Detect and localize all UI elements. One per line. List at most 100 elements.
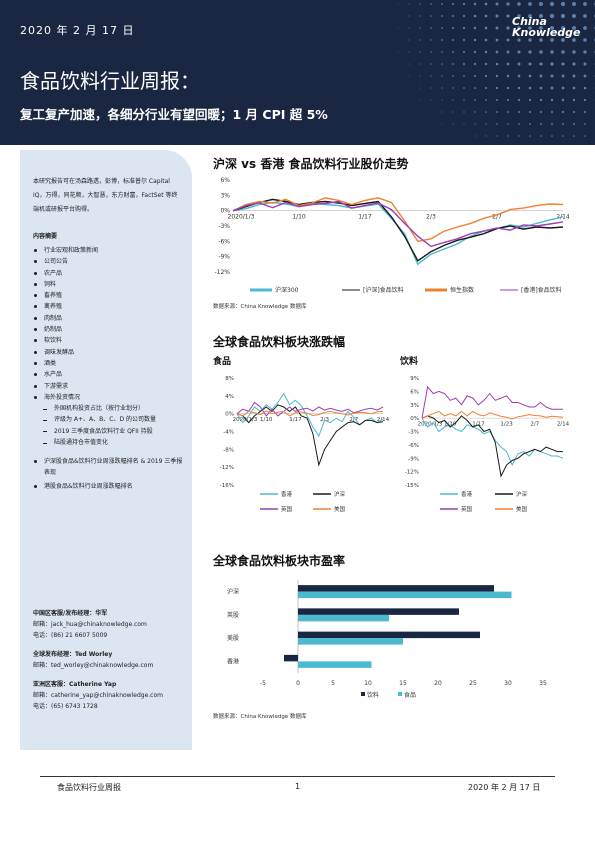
y-tick-label: 0% [220, 208, 230, 215]
decor-dot [550, 110, 554, 114]
decor-dot [583, 62, 587, 66]
decor-dot [430, 15, 432, 17]
decor-dot [561, 98, 565, 102]
decor-dot [441, 75, 443, 77]
decor-dot [539, 50, 543, 54]
contact-line[interactable]: 邮箱：jack_hua@chinaknowledge.com [33, 621, 147, 628]
y-tick-label: 6% [410, 389, 419, 395]
decor-dot [463, 75, 465, 77]
x-tick-label: 1/10 [292, 214, 306, 221]
decor-dot [430, 75, 432, 77]
toc-item[interactable]: 农产品 [33, 268, 183, 279]
footer-title: 食品饮料行业周报 [57, 783, 121, 792]
toc-item[interactable]: 酒类 [33, 358, 183, 369]
toc-item[interactable]: 调味发酵品 [33, 347, 183, 358]
toc-item[interactable]: 水产品 [33, 369, 183, 380]
decor-dot [506, 74, 510, 78]
decor-dot [473, 62, 477, 66]
decor-dot [539, 74, 543, 78]
contact-line[interactable]: 邮箱：ted_worley@chinaknowledge.com [33, 662, 154, 669]
decor-dot [419, 75, 421, 77]
decor-dot [583, 14, 587, 18]
series-line [236, 410, 384, 417]
toc-item[interactable]: 饲料 [33, 279, 183, 290]
dot-pattern-decoration [397, 1, 595, 137]
toc-item[interactable]: 港股食品&饮料行业周涨跌幅排名 [33, 481, 183, 492]
decor-dot [441, 111, 443, 113]
decor-dot [452, 99, 454, 101]
toc-item[interactable]: 2019 三季度食品饮料行业 QFII 持股 [33, 426, 183, 437]
y-tick-label: 6% [220, 177, 230, 184]
toc-item[interactable]: 陆股通持仓市值变化 [33, 437, 183, 448]
page-number: 1 [295, 782, 301, 791]
decor-dot [474, 75, 476, 77]
legend-swatch [398, 692, 402, 696]
decor-dot [485, 111, 487, 113]
decor-dot [397, 15, 399, 17]
toc-item[interactable]: 外国机构投资占比（按行业划分） [33, 403, 183, 414]
contacts: 中国区客服/发布经理：华军 邮箱：jack_hua@chinaknowledge.… [33, 608, 188, 720]
decor-dot [529, 123, 531, 125]
toc-item[interactable]: 海外投资情况 [33, 392, 183, 403]
decor-dot [540, 123, 542, 125]
decor-dot [518, 135, 520, 137]
category-label: 英股 [227, 611, 239, 619]
decor-dot [462, 38, 466, 42]
decor-dot [441, 39, 443, 41]
decor-dot [551, 135, 553, 137]
y-tick-label: 8% [225, 376, 234, 382]
decor-dot [550, 74, 554, 78]
decor-dot [550, 86, 554, 90]
decor-dot [452, 51, 454, 53]
toc-item[interactable]: 禽养殖 [33, 301, 183, 312]
decor-dot [583, 26, 587, 30]
decor-dot [473, 14, 477, 18]
contact-group: 中国区客服/发布经理：华军 邮箱：jack_hua@chinaknowledge.… [33, 608, 188, 641]
decor-dot [583, 98, 587, 102]
toc-item[interactable]: 畜养殖 [33, 290, 183, 301]
y-tick-label: -3% [218, 223, 230, 230]
decor-dot [452, 75, 454, 77]
footer-divider [40, 776, 555, 777]
decor-dot [539, 62, 543, 66]
decor-dot [506, 62, 510, 66]
toc-item[interactable]: 沪深股食品&饮料行业周涨跌幅排名 & 2019 三季报表现 [33, 456, 183, 481]
toc-item[interactable]: 软饮料 [33, 335, 183, 346]
y-tick-label: -4% [223, 430, 234, 436]
beverage-change-chart: 9%6%3%0%-3%-6%-9%-12%-15%2020/1/3 1/10 1/1… [405, 376, 570, 513]
decor-dot [583, 74, 587, 78]
decor-dot [549, 1, 555, 7]
toc-item[interactable]: 肉制品 [33, 313, 183, 324]
toc-item[interactable]: 奶制品 [33, 324, 183, 335]
contact-line[interactable]: 电话：(65) 6743 1728 [33, 703, 98, 710]
toc-item[interactable]: 评级为 A+、A、B、C、D 的公司数量 [33, 414, 183, 425]
footer-date: 2020 年 2 月 17 日 [468, 783, 541, 792]
decor-dot [441, 123, 443, 125]
decor-dot [495, 50, 499, 54]
toc-item[interactable]: 行业宏观和政策新闻 [33, 245, 183, 256]
y-tick-label: -12% [405, 470, 419, 476]
contact-line[interactable]: 电话：(86) 21 6607 5009 [33, 632, 108, 639]
x-tick-label: -5 [260, 680, 266, 687]
toc-item[interactable]: 下游需求 [33, 381, 183, 392]
decor-dot [560, 1, 566, 7]
contact-line[interactable]: 邮箱：catherine_yap@chinaknowledge.com [33, 692, 163, 699]
decor-dot [495, 26, 499, 30]
decor-dot [397, 51, 399, 53]
decor-dot [485, 99, 487, 101]
decor-dot [452, 111, 454, 113]
legend-label: 英国 [461, 505, 473, 513]
decor-dot [463, 135, 465, 137]
decor-dot [571, 1, 577, 7]
x-tick-label: 1/23 [500, 422, 513, 428]
bar [298, 631, 480, 639]
bar [298, 608, 459, 615]
decor-dot [452, 27, 454, 29]
decor-dot [517, 62, 521, 66]
report-title: 食品饮料行业周报： [20, 69, 200, 93]
decor-dot [495, 38, 499, 42]
decor-dot [528, 38, 532, 42]
toc-item[interactable]: 公司公告 [33, 256, 183, 267]
decor-dot [452, 135, 454, 137]
decor-dot [583, 50, 587, 54]
